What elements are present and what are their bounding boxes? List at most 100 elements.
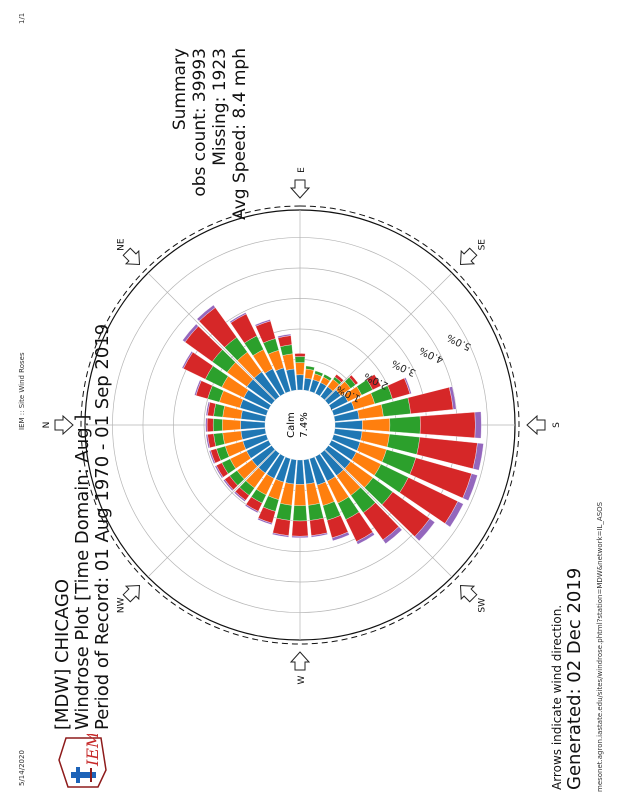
windrose-bar-segment <box>295 459 305 485</box>
windrose-bar-segment <box>462 473 478 501</box>
windrose-bar-segment <box>294 353 306 357</box>
windrose-bar-segment <box>291 520 309 537</box>
footer-generated: Generated: 02 Dec 2019 <box>564 567 585 790</box>
windrose-bar-segment <box>254 319 271 327</box>
compass-label: W <box>297 675 307 684</box>
windrose-bar-segment <box>322 374 332 382</box>
compass-arrow-shape <box>122 247 141 266</box>
windrose-bar-segment <box>222 419 241 431</box>
compass-label: NW <box>117 597 127 613</box>
windrose-bar-segment <box>272 532 289 538</box>
windrose-bar-segment <box>272 517 291 536</box>
spoke-line <box>324 449 453 578</box>
windrose-bar-segment <box>223 479 234 492</box>
compass-arrow <box>459 247 478 266</box>
windrose-bar-segment <box>334 374 344 383</box>
compass-label: SW <box>477 598 487 613</box>
iem-logo-text: IEM <box>83 734 102 767</box>
compass-label: N <box>42 422 52 429</box>
windrose-bar-segment <box>444 501 464 528</box>
windrose-bar-segment <box>229 312 247 324</box>
compass-label: SE <box>477 239 487 251</box>
compass-arrow <box>122 584 141 603</box>
windrose-bar-segment <box>348 374 359 386</box>
windrose-bar-segment <box>419 411 476 439</box>
windrose-bar-segment <box>311 532 328 538</box>
calm-value: 7.4% <box>299 412 310 437</box>
radial-tick-label: 5.0% <box>445 331 473 352</box>
windrose-bar-segment <box>309 517 328 536</box>
windrose-bar-segment <box>182 323 199 343</box>
windrose-bar-segment <box>356 531 375 545</box>
compass-arrow-shape <box>54 414 74 436</box>
iem-logo: IEM <box>56 731 108 790</box>
windrose-bar-segment <box>314 370 324 377</box>
windrose-bar-segment <box>282 353 295 371</box>
radial-tick-label: 4.0% <box>418 344 446 365</box>
windrose-bar-segment <box>294 356 306 363</box>
windrose-bar-segment <box>206 418 214 432</box>
compass-label: S <box>552 422 562 428</box>
windrose-bar-segment <box>291 535 309 538</box>
windrose-bar-segment <box>304 368 315 380</box>
windrose-bar-segment <box>362 418 391 432</box>
spoke-line <box>147 272 276 401</box>
compass-arrow-shape <box>459 584 478 603</box>
windrose-bar-segment <box>240 420 266 430</box>
windrose-bar-segment <box>296 374 304 391</box>
windrose-bar-segment <box>276 503 293 521</box>
windrose-bar-segment <box>181 351 194 369</box>
windrose-bar-segment <box>194 379 202 396</box>
windrose-bar-segment <box>305 365 315 371</box>
windrose-bar-segment <box>205 417 208 433</box>
windrose-bar-segment <box>389 415 421 435</box>
compass-arrow-shape <box>289 179 311 199</box>
footer-note: Arrows indicate wind direction. <box>550 604 564 790</box>
compass-arrow <box>526 414 546 436</box>
windrose-bar-segment <box>205 401 211 416</box>
windrose-bar-segment <box>212 418 223 432</box>
windrose-bar-segment <box>307 503 324 521</box>
windrose-bar-segment <box>205 434 211 449</box>
calm-label: Calm <box>286 412 297 438</box>
compass-label: E <box>297 167 307 173</box>
windrose-bar-segment <box>404 377 412 395</box>
windrose-bar-segment <box>293 484 307 506</box>
compass-label: NE <box>117 238 127 251</box>
outer-dashed-circle <box>80 205 520 645</box>
windrose-bar-segment <box>474 411 482 439</box>
calm-circle <box>265 390 335 460</box>
windrose-bar-segment <box>244 504 259 514</box>
windrose-bar-segment <box>472 442 484 471</box>
page-url: mesonet.agron.iastate.edu/sites/windrose… <box>596 501 604 792</box>
compass-arrow <box>122 247 141 266</box>
windrose-bar-segment <box>449 386 457 410</box>
windrose-bar-segment <box>233 491 246 502</box>
windrose-bar-segment <box>257 517 273 525</box>
compass-arrow <box>289 179 311 199</box>
windrose-bar-segment <box>208 450 216 464</box>
windrose-bar-segment <box>366 374 382 391</box>
compass-arrow <box>459 584 478 603</box>
windrose-bar-segment <box>292 505 308 522</box>
compass-arrow-shape <box>122 584 141 603</box>
windrose-bar-segment <box>196 304 216 322</box>
compass-arrow-shape <box>526 414 546 436</box>
windrose-bar-segment <box>295 362 305 376</box>
windrose-bar-segment <box>331 531 350 542</box>
windrose-bar-segment <box>407 387 454 414</box>
windrose-bar-segment <box>382 526 403 544</box>
windrose-bar-segment <box>277 333 292 339</box>
compass-arrow-shape <box>289 651 311 671</box>
windrose-bar-segment <box>334 420 363 430</box>
spoke-line <box>147 449 276 578</box>
windrose-bar-segment <box>414 518 436 542</box>
compass-arrow <box>289 651 311 671</box>
spoke-line <box>324 272 453 401</box>
radial-tick-label: 3.0% <box>390 357 418 378</box>
compass-arrow-shape <box>459 247 478 266</box>
windrose-bar-segment <box>214 465 224 479</box>
compass-arrow <box>54 414 74 436</box>
